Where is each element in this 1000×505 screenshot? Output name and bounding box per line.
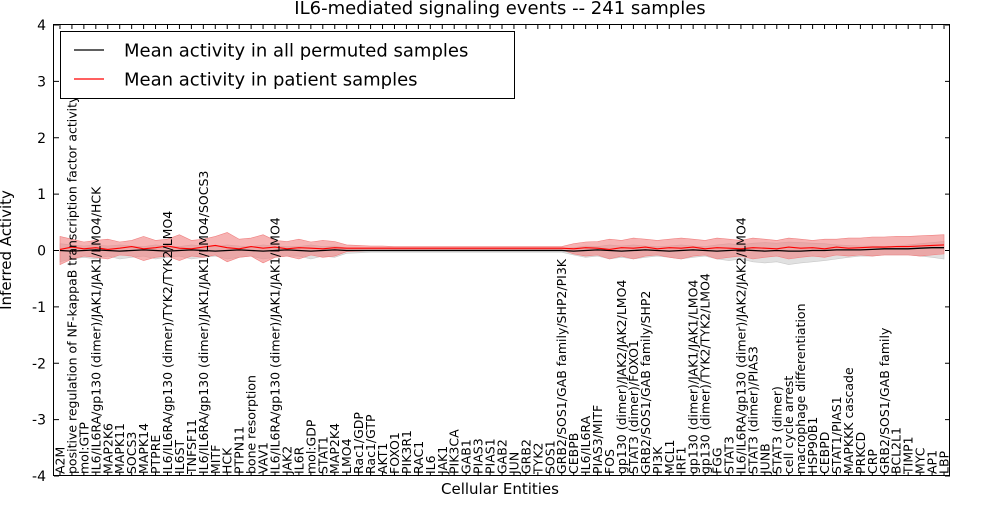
y-tick-label: -4 [32,469,46,485]
y-tick-label: 2 [37,131,46,147]
x-axis-label: Cellular Entities [441,480,559,498]
x-tick-label: JUNB [757,443,772,475]
y-axis-label: Inferred Activity [0,190,15,310]
x-tick-label: STAT3 (dimer) [769,386,784,474]
x-tick-label: gp130 (dimer)/JAK2/JAK2/LMO4 [614,280,629,474]
x-tick-label: STAT3 [722,436,737,474]
y-tick-label: -1 [32,300,46,316]
x-tick-label: mol:GTP [76,422,91,474]
legend-label-patient: Mean activity in patient samples [124,70,418,91]
x-tick-label: IL6/IL6RA/gp130 (dimer)/JAK1/JAK1/LMO4 [268,217,283,474]
x-tick-label: SOCS3 [124,432,139,474]
x-tick-label: FGG [710,447,725,474]
x-tick-label: MCL1 [662,440,677,474]
legend-label-permuted: Mean activity in all permuted samples [124,41,468,62]
x-tick-label: GAB1 [459,439,474,474]
x-tick-label: GRB2/SOS1/GAB family/SHP2 [638,291,653,474]
x-tick-label: GRB2 [518,439,533,474]
x-tick-label: IL6/IL6RA/gp130 (dimer)/JAK2/JAK2/LMO4 [733,217,748,474]
legend-box [60,31,515,99]
x-tick-label: A2M [53,447,68,474]
series-line-1 [59,244,945,250]
x-tick-label: JAK2 [280,446,295,475]
x-tick-label: MITF [208,445,223,474]
x-tick-label: MAP2K4 [327,423,342,474]
x-tick-label: IL6/IL6RA/gp130 (dimer)/JAK1/JAK1/LMO4/S… [196,171,211,474]
y-tick-label: 0 [37,244,46,260]
x-tick-label: VAV1 [256,442,271,474]
x-tick-label: gp130 (dimer)/TYK2/TYK2/LMO4 [698,273,713,474]
x-tick-label: CEBPD [817,432,832,474]
x-tick-label: cell cycle arrest [781,376,796,474]
x-tick-label: LBP [937,450,952,474]
x-tick-label: HSP90B1 [805,417,820,474]
y-tick-label: -2 [32,356,46,372]
series-lines [59,244,945,252]
x-tick-label: Rac1/GDP [351,412,366,474]
x-tick-label: PI3K [650,446,665,474]
x-tick-label: MAPKKK cascade [841,367,856,474]
y-tick-label: -3 [32,413,46,429]
x-tick-label: PIAS3/MITF [590,405,605,474]
x-tick-label: FOXO1 [387,432,402,474]
x-tick-label: LMO4 [339,438,354,474]
x-tick-label: IL6/IL6RA/gp130 (dimer)/TYK2/TYK2/LMO4 [160,211,175,474]
x-tick-label: JAK1 [435,446,450,475]
x-tick-label: AP1 [925,450,940,474]
x-tick-label: gp130 (dimer)/JAK1/JAK1/LMO4 [686,280,701,474]
x-tick-label: STAT3 (dimer)/FOXO1 [626,340,641,474]
x-tick-label: macrophage differentiation [793,303,808,474]
x-tick-label: PIAS1 [483,438,498,474]
x-tick-label: IL6R [291,446,306,474]
x-tick-label: STAT1/PIAS1 [829,396,844,474]
x-tick-label: SOS1 [542,440,557,474]
x-tick-label: IRF1 [674,446,689,474]
x-tick-label: GRB2/SOS1/GAB family [877,327,892,474]
x-tick-label: MAPK14 [136,423,151,474]
x-tick-label: IL6 [423,455,438,474]
x-tick-label: bone resorption [244,375,259,474]
chart-title: IL6-mediated signaling events -- 241 sam… [294,0,705,19]
x-tick-label: Rac1/GTP [363,414,378,474]
x-tick-label: TNFSF11 [184,419,199,475]
x-tick-label: CEBPB [566,433,581,474]
x-tick-label: PIK3CA [447,429,462,474]
x-tick-label: HCK [220,447,235,474]
x-tick-label: RAC1 [411,441,426,474]
x-tick-label: MAPK11 [112,423,127,474]
series-line-0 [59,247,944,252]
x-tick-label: GAB2 [495,439,510,474]
plot-frame [53,24,950,476]
legend: Mean activity in all permuted samples Me… [60,31,515,99]
x-tick-label: IL6/IL6RA [578,415,593,474]
y-tick-label: 3 [37,74,46,90]
x-tick-label: PIAS3 [471,438,486,474]
x-tick-label: CRP [865,449,880,474]
x-tick-label: positive regulation of NF-kappaB transcr… [64,95,79,474]
x-tick-label: GRB2/SOS1/GAB family/SHP2/PI3K [554,258,569,474]
y-tick-label: 1 [37,187,46,203]
y-tick-label: 4 [37,18,46,34]
x-tick-label: STAT3 (dimer)/PIAS3 [745,346,760,474]
x-tick-label: BCL2L1 [889,427,904,474]
x-tick-label: TIMP1 [901,436,916,475]
x-tick-label: MYC [913,447,928,474]
x-tick-label: FOS [602,449,617,474]
x-tick-label: MAP2K6 [100,423,115,474]
x-tick-label: IL6ST [172,439,187,474]
x-tick-label: AKT1 [375,443,390,474]
x-tick-label: PIK3R1 [399,430,414,474]
x-tick-label: STAT1 [315,436,330,474]
x-tick-label: TYK2 [530,443,545,475]
x-tick-label: IL6/IL6RA/gp130 (dimer)/JAK1/JAK1/LMO4/H… [88,186,103,474]
x-tick-label: PTPN11 [232,426,247,474]
x-tick-label: PTPRE [148,435,163,474]
x-tick-label: PRKCD [853,432,868,474]
x-tick-label: mol:GDP [303,419,318,474]
x-tick-label: JUN [506,452,521,475]
